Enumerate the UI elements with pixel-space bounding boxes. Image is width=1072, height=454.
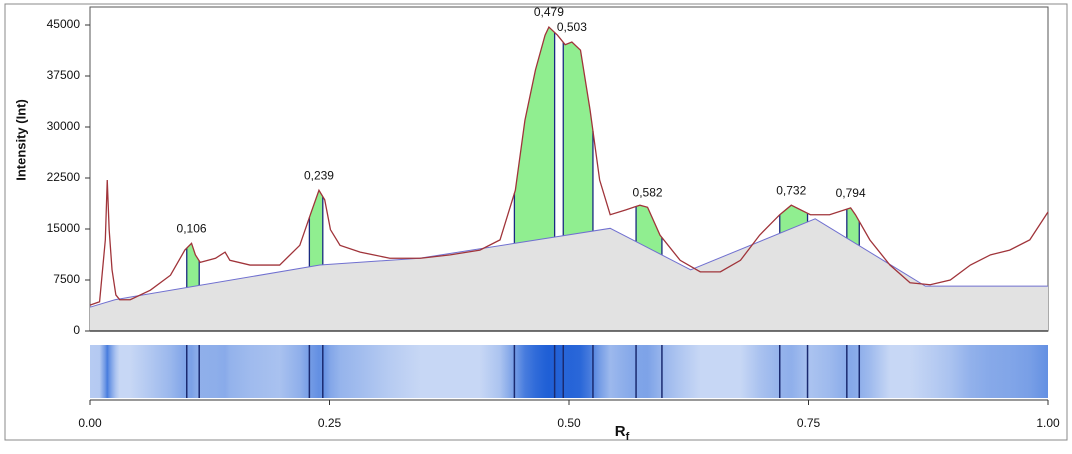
- page: Intensity (Int) Rf 0 7500 15000 22500 30000 3…: [0, 0, 1072, 454]
- x-axis-title-sub: f: [626, 431, 630, 443]
- peak-label: 0,582: [633, 185, 663, 199]
- y-axis-title: Intensity (Int): [13, 99, 28, 181]
- y-tick-label: 15000: [47, 221, 81, 235]
- y-tick-label: 45000: [47, 17, 81, 31]
- x-tick-label: 0.75: [797, 416, 821, 430]
- peak-label: 0,794: [836, 186, 866, 200]
- peak-label: 0,239: [304, 168, 334, 182]
- y-tick-label: 37500: [47, 68, 81, 82]
- x-axis-title-main: R: [615, 423, 626, 440]
- lane-strip: [90, 345, 1048, 398]
- x-tick-label: 0.25: [318, 416, 342, 430]
- y-tick-label: 22500: [47, 170, 81, 184]
- y-tick-label: 30000: [47, 119, 81, 133]
- y-tick-label: 7500: [53, 272, 80, 286]
- peak-label: 0,479: [534, 5, 564, 19]
- peak-label: 0,732: [776, 183, 806, 197]
- y-tick-label: 0: [73, 323, 80, 337]
- x-tick-label: 1.00: [1036, 416, 1060, 430]
- x-tick-label: 0.00: [78, 416, 102, 430]
- peak-label: 0,106: [177, 221, 207, 235]
- x-tick-label: 0.50: [557, 416, 581, 430]
- chart: Intensity (Int) Rf 0 7500 15000 22500 30000 3…: [0, 0, 1072, 449]
- peak-label: 0,503: [557, 20, 587, 34]
